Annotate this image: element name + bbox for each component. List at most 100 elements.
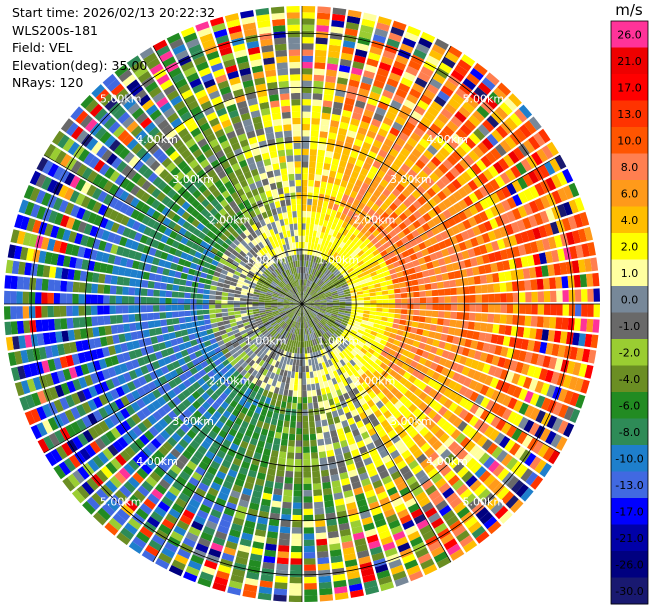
velocity-gate <box>472 176 484 188</box>
velocity-gate <box>258 299 265 303</box>
velocity-gate <box>545 177 557 191</box>
velocity-gate <box>367 97 379 107</box>
velocity-gate <box>439 147 451 158</box>
velocity-gate <box>475 235 485 245</box>
velocity-gate <box>587 304 594 317</box>
velocity-gate <box>437 212 447 223</box>
velocity-gate <box>345 276 352 282</box>
velocity-gate <box>406 233 415 242</box>
velocity-gate <box>390 328 398 334</box>
velocity-gate <box>305 286 308 293</box>
velocity-gate <box>504 136 517 150</box>
velocity-gate <box>562 201 573 216</box>
velocity-gate <box>316 432 324 440</box>
velocity-gate <box>506 196 517 209</box>
velocity-gate <box>452 336 460 345</box>
velocity-gate <box>356 239 363 247</box>
velocity-gate <box>400 309 408 315</box>
velocity-gate <box>308 304 315 306</box>
velocity-gate <box>16 291 23 304</box>
velocity-gate <box>318 238 323 245</box>
velocity-gate <box>393 225 402 234</box>
velocity-gate <box>285 377 291 384</box>
velocity-gate <box>328 398 335 406</box>
velocity-gate <box>308 254 312 262</box>
velocity-gate <box>444 51 459 64</box>
velocity-gate <box>332 107 342 116</box>
velocity-gate <box>339 305 346 309</box>
velocity-gate <box>367 150 377 160</box>
velocity-gate <box>297 390 302 398</box>
velocity-gate <box>400 104 413 115</box>
velocity-gate <box>362 205 371 214</box>
velocity-gate <box>314 180 321 188</box>
velocity-gate <box>441 56 456 69</box>
velocity-gate <box>312 199 318 206</box>
velocity-gate <box>327 57 339 65</box>
velocity-gate <box>284 483 293 490</box>
velocity-gate <box>562 290 569 302</box>
velocity-gate <box>310 242 315 250</box>
velocity-gate <box>302 347 305 354</box>
velocity-gate <box>435 179 446 190</box>
velocity-gate <box>277 394 283 402</box>
velocity-gate <box>338 309 345 313</box>
velocity-gate <box>446 182 457 194</box>
velocity-gate <box>326 234 332 242</box>
velocity-gate <box>308 173 315 181</box>
velocity-gate <box>292 508 302 516</box>
velocity-gate <box>252 306 259 310</box>
velocity-gate <box>311 452 319 459</box>
velocity-gate <box>369 311 377 316</box>
velocity-gate <box>318 272 324 279</box>
velocity-gate <box>411 321 419 328</box>
velocity-gate <box>315 49 327 57</box>
velocity-gate <box>417 196 427 206</box>
velocity-gate <box>355 269 363 276</box>
velocity-gate <box>332 296 339 299</box>
velocity-gate <box>364 260 372 267</box>
velocity-gate <box>196 304 203 310</box>
velocity-gate <box>304 570 317 578</box>
velocity-gate <box>475 159 487 172</box>
velocity-gate <box>427 144 438 156</box>
velocity-gate <box>456 287 464 295</box>
velocity-gate <box>434 332 442 340</box>
velocity-gate <box>353 55 366 64</box>
velocity-gate <box>227 300 234 304</box>
velocity-gate <box>456 222 466 232</box>
velocity-gate <box>289 427 296 435</box>
velocity-gate <box>472 225 482 236</box>
velocity-gate <box>375 268 383 275</box>
velocity-gate <box>159 297 166 304</box>
velocity-gate <box>387 105 400 116</box>
velocity-gate <box>543 291 551 303</box>
velocity-gate <box>303 459 311 466</box>
velocity-gate <box>308 415 315 422</box>
velocity-gate <box>472 331 480 340</box>
velocity-gate <box>357 250 365 257</box>
velocity-gate <box>499 172 511 185</box>
velocity-gate <box>562 304 569 316</box>
velocity-gate <box>327 202 334 210</box>
velocity-gate <box>356 315 363 320</box>
velocity-gate <box>302 223 306 230</box>
velocity-gate <box>329 32 343 40</box>
velocity-gate <box>216 286 223 292</box>
velocity-gate <box>526 255 535 267</box>
velocity-gate <box>302 304 309 306</box>
velocity-gate <box>427 198 437 209</box>
velocity-gate <box>302 43 314 50</box>
velocity-gate <box>382 308 389 313</box>
velocity-gate <box>453 202 463 213</box>
velocity-gate <box>317 271 322 278</box>
velocity-gate <box>325 506 335 514</box>
velocity-gate <box>306 371 310 379</box>
velocity-gate <box>314 277 319 284</box>
velocity-gate <box>413 210 422 220</box>
velocity-gate <box>342 148 351 156</box>
velocity-gate <box>209 290 216 295</box>
velocity-gate <box>319 251 325 259</box>
velocity-gate <box>302 12 315 19</box>
velocity-gate <box>330 276 337 282</box>
